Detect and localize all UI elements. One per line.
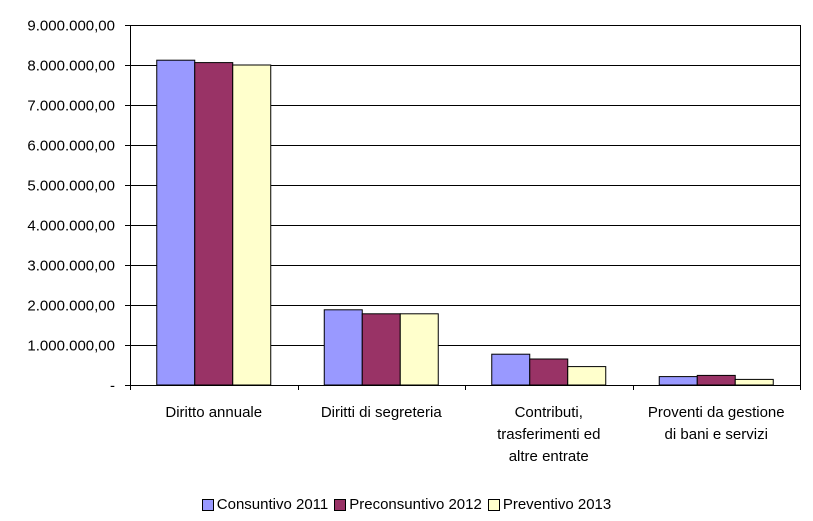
legend-label-preconsuntivo-2012: Preconsuntivo 2012: [349, 496, 482, 513]
y-tick-label: 2.000.000,00: [27, 298, 115, 315]
axes: [125, 25, 801, 390]
y-tick-label: 8.000.000,00: [27, 58, 115, 75]
bar-consuntivo-2011-diritti-di-segreteria: [323, 309, 363, 386]
y-tick-label: 3.000.000,00: [27, 258, 115, 275]
x-tick-label-line: Proventi da gestione: [648, 404, 785, 421]
bars: [156, 59, 774, 386]
bar-preconsuntivo-2012-diritto-annuale: [194, 62, 234, 386]
x-tick-label: Proventi da gestione di bani e servizi: [648, 404, 785, 443]
x-tick-labels: Diritto annuale Diritti di segreteria Cont…: [165, 404, 784, 465]
legend-item-preconsuntivo-2012: Preconsuntivo 2012: [334, 496, 482, 514]
bar-preconsuntivo-2012-contributi-trasferimenti-ed-altre-entrate: [529, 358, 569, 386]
y-tick-label: 4.000.000,00: [27, 218, 115, 235]
legend-label-preventivo-2013: Preventivo 2013: [502, 496, 612, 513]
x-tick-label-line: Contributi,: [515, 404, 583, 421]
bar-preventivo-2013-proventi-da-gestione-di-bani-e-servizi: [734, 378, 774, 386]
y-tick-label: 6.000.000,00: [27, 138, 115, 155]
y-tick-label: -: [110, 378, 115, 395]
legend-label-consuntivo-2011: Consuntivo 2011: [216, 496, 329, 513]
bar-preventivo-2013-diritti-di-segreteria: [399, 313, 439, 386]
bar-consuntivo-2011-contributi-trasferimenti-ed-altre-entrate: [491, 353, 531, 386]
x-tick-label-line: trasferimenti ed: [497, 426, 600, 443]
x-tick-label-line: Diritto annuale: [165, 404, 262, 421]
legend-swatch-preventivo-2013: [487, 499, 500, 511]
bar-preventivo-2013-diritto-annuale: [232, 64, 272, 386]
x-tick-label-line: altre entrate: [509, 448, 589, 465]
bar-preventivo-2013-contributi-trasferimenti-ed-altre-entrate: [567, 366, 607, 386]
legend-item-consuntivo-2011: Consuntivo 2011: [201, 496, 329, 514]
legend-swatch-consuntivo-2011: [201, 499, 214, 511]
y-tick-label: 1.000.000,00: [27, 338, 115, 355]
bar-consuntivo-2011-diritto-annuale: [156, 59, 196, 386]
y-tick-label: 7.000.000,00: [27, 98, 115, 115]
legend: Consuntivo 2011 Preconsuntivo 2012 Preve…: [0, 496, 813, 514]
x-tick-label: Diritti di segreteria: [321, 404, 443, 421]
bar-preconsuntivo-2012-proventi-da-gestione-di-bani-e-servizi: [696, 374, 736, 386]
bar-consuntivo-2011-proventi-da-gestione-di-bani-e-servizi: [658, 376, 698, 386]
x-tick-label-line: Diritti di segreteria: [321, 404, 443, 421]
legend-item-preventivo-2013: Preventivo 2013: [487, 496, 612, 514]
x-tick-label: Diritto annuale: [165, 404, 262, 421]
legend-swatch-preconsuntivo-2012: [334, 499, 347, 511]
y-tick-labels: - 1.000.000,00 2.000.000,00 3.000.000,00 4.0…: [27, 18, 115, 395]
bar-preconsuntivo-2012-diritti-di-segreteria: [361, 313, 401, 386]
y-tick-label: 9.000.000,00: [27, 18, 115, 35]
x-tick-label: Contributi, trasferimenti ed altre entrate: [497, 404, 600, 465]
x-tick-label-line: di bani e servizi: [665, 426, 768, 443]
y-tick-label: 5.000.000,00: [27, 178, 115, 195]
